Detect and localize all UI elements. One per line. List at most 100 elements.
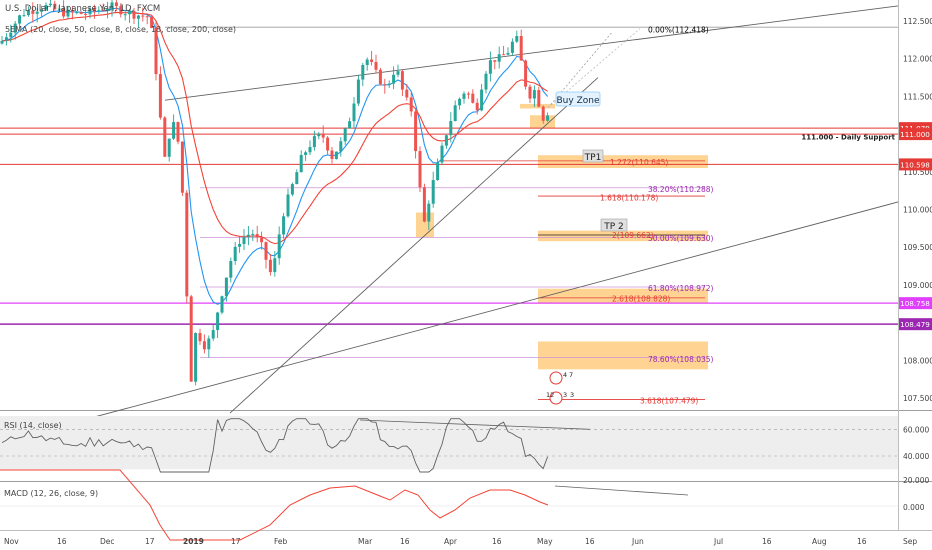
candle-body[interactable]	[110, 2, 114, 9]
candle-body[interactable]	[35, 11, 39, 14]
candle-body[interactable]	[343, 128, 347, 142]
candle-body[interactable]	[414, 111, 418, 152]
candle-body[interactable]	[312, 136, 316, 148]
candle-body[interactable]	[154, 27, 158, 75]
candle-body[interactable]	[475, 102, 479, 111]
candle-body[interactable]	[334, 151, 338, 159]
candle-body[interactable]	[458, 98, 462, 106]
candle-body[interactable]	[224, 277, 228, 297]
candle-body[interactable]	[471, 93, 475, 103]
candle-body[interactable]	[528, 86, 532, 99]
rsi-divergence-line[interactable]	[359, 419, 591, 430]
candle-body[interactable]	[106, 8, 110, 11]
candle-body[interactable]	[207, 338, 211, 350]
candle-body[interactable]	[330, 150, 334, 159]
candle-body[interactable]	[4, 37, 8, 41]
channel-upper-line[interactable]	[164, 5, 899, 101]
candle-body[interactable]	[260, 237, 264, 243]
candle-body[interactable]	[44, 5, 48, 10]
candle-body[interactable]	[378, 69, 382, 85]
candle-body[interactable]	[84, 13, 88, 15]
candle-body[interactable]	[150, 16, 154, 28]
candle-body[interactable]	[383, 84, 387, 86]
candle-body[interactable]	[268, 259, 272, 273]
candle-body[interactable]	[546, 115, 550, 121]
candle-body[interactable]	[431, 180, 435, 204]
candle-body[interactable]	[79, 12, 83, 14]
candle-body[interactable]	[97, 10, 101, 12]
flag-event-icon[interactable]	[549, 371, 563, 385]
macd-line[interactable]	[0, 469, 549, 541]
candle-body[interactable]	[453, 105, 457, 122]
candle-body[interactable]	[180, 141, 184, 193]
candle-body[interactable]	[352, 103, 356, 122]
candle-body[interactable]	[31, 10, 35, 14]
flag-event-icon[interactable]	[549, 391, 563, 405]
candle-body[interactable]	[229, 261, 233, 278]
candle-body[interactable]	[220, 296, 224, 313]
price-tag[interactable]	[899, 128, 932, 141]
candle-body[interactable]	[317, 133, 321, 137]
candle-body[interactable]	[145, 16, 149, 18]
candle-body[interactable]	[92, 8, 96, 12]
candle-body[interactable]	[462, 93, 466, 99]
candle-body[interactable]	[163, 117, 167, 157]
candle-body[interactable]	[48, 3, 52, 6]
candle-body[interactable]	[13, 23, 17, 33]
candle-body[interactable]	[128, 11, 132, 15]
channel-lower-line[interactable]	[94, 201, 899, 418]
candle-body[interactable]	[449, 121, 453, 136]
candle-body[interactable]	[233, 246, 237, 262]
candle-body[interactable]	[480, 89, 484, 111]
rising-trendline[interactable]	[229, 77, 599, 414]
candle-body[interactable]	[515, 36, 519, 42]
price-tag[interactable]	[899, 158, 932, 171]
candle-body[interactable]	[264, 242, 268, 260]
candle-body[interactable]	[436, 162, 440, 181]
candle-body[interactable]	[242, 237, 246, 245]
candle-body[interactable]	[172, 122, 176, 139]
price-pane[interactable]	[0, 0, 898, 410]
candle-body[interactable]	[502, 54, 506, 56]
tp2-zone[interactable]	[538, 230, 708, 242]
candle-body[interactable]	[255, 234, 259, 238]
candle-body[interactable]	[510, 41, 514, 53]
candle-body[interactable]	[273, 258, 277, 273]
candle-body[interactable]	[202, 341, 206, 350]
candle-body[interactable]	[532, 90, 536, 99]
candle-body[interactable]	[286, 194, 290, 217]
candle-body[interactable]	[70, 9, 74, 13]
candle-body[interactable]	[185, 192, 189, 297]
candle-body[interactable]	[348, 121, 352, 129]
candle-body[interactable]	[374, 61, 378, 70]
candle-body[interactable]	[18, 15, 22, 24]
candle-body[interactable]	[295, 172, 299, 185]
candle-body[interactable]	[370, 59, 374, 62]
candle-body[interactable]	[141, 15, 145, 17]
price-tag[interactable]	[899, 318, 932, 331]
candle-body[interactable]	[0, 40, 4, 44]
candle-body[interactable]	[290, 184, 294, 195]
candle-body[interactable]	[216, 312, 220, 331]
candle-body[interactable]	[537, 90, 541, 107]
candle-body[interactable]	[493, 60, 497, 62]
candle-body[interactable]	[418, 151, 422, 188]
tp1-tag[interactable]	[582, 149, 604, 163]
candle-body[interactable]	[339, 141, 343, 152]
candle-body[interactable]	[277, 234, 281, 259]
candle-body[interactable]	[356, 79, 360, 104]
candle-body[interactable]	[282, 216, 286, 235]
candle-body[interactable]	[167, 138, 171, 157]
candle-body[interactable]	[194, 333, 198, 382]
candle-body[interactable]	[66, 9, 70, 17]
candle-body[interactable]	[484, 73, 488, 90]
candle-body[interactable]	[524, 60, 528, 87]
buy-zone-tag[interactable]	[555, 91, 601, 107]
candle-body[interactable]	[246, 234, 250, 238]
candle-body[interactable]	[405, 89, 409, 98]
candle-body[interactable]	[396, 71, 400, 75]
candle-body[interactable]	[198, 333, 202, 342]
candle-body[interactable]	[9, 32, 13, 38]
candle-body[interactable]	[211, 330, 215, 339]
candle-body[interactable]	[62, 8, 66, 17]
